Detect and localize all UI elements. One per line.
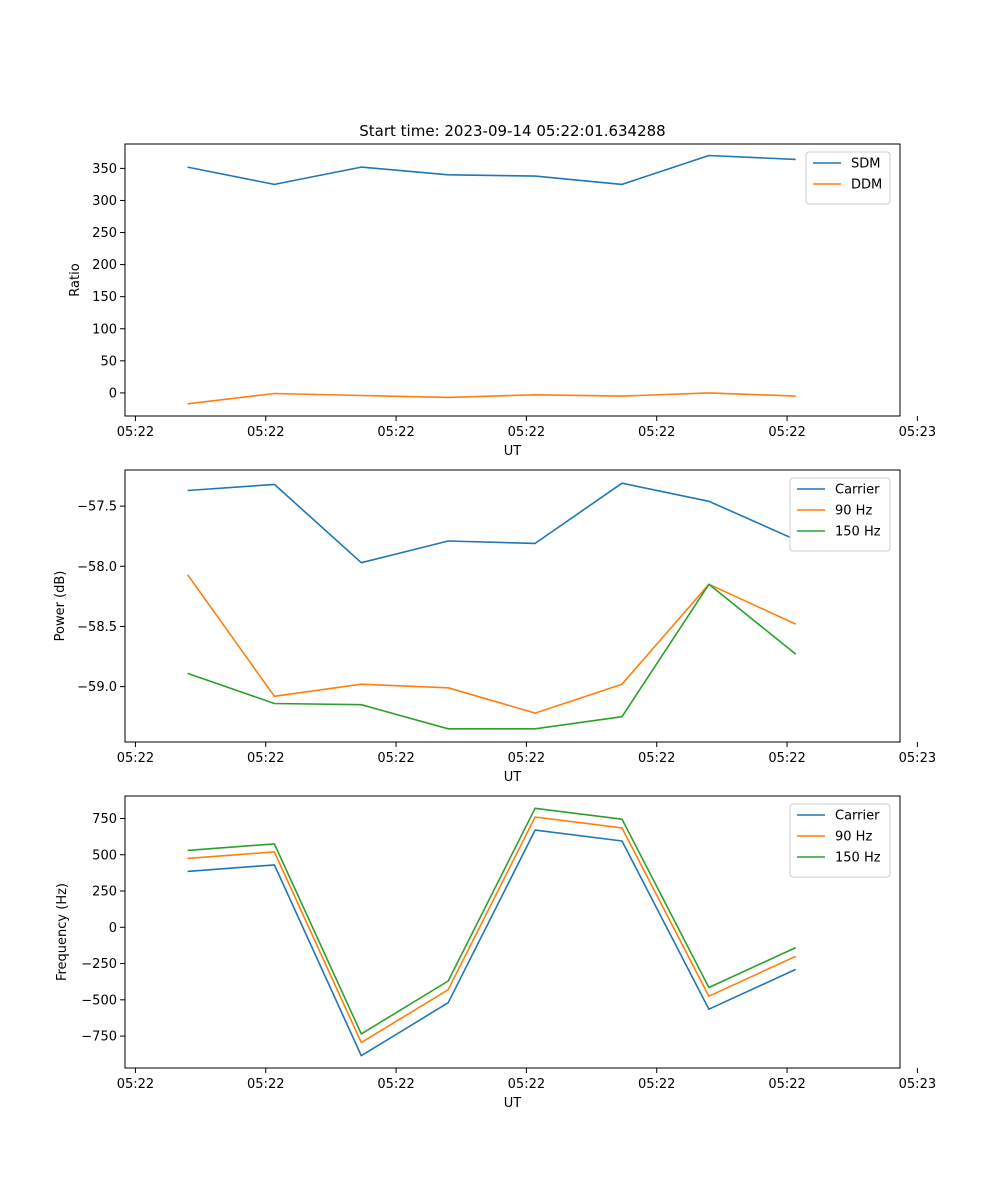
ratio-y-tick-label: 300 <box>92 194 117 209</box>
power-series-carrier <box>187 482 797 564</box>
frequency-panel: 05:22 05:22 05:22 05:22 05:22 05:22 05:23 −750… <box>55 795 936 1111</box>
frequency-x-tick-label: 05:22 <box>508 1077 545 1092</box>
frequency-series-carrier <box>187 829 797 1057</box>
frequency-y-tick-label: 250 <box>92 885 117 900</box>
ratio-plot-area <box>187 154 796 405</box>
ratio-y-tick-label: 0 <box>109 386 117 401</box>
frequency-x-tick-label: 05:22 <box>377 1077 414 1092</box>
frequency-y-tick-label: −500 <box>81 993 117 1008</box>
frequency-legend-label: 150 Hz <box>835 851 881 866</box>
power-series-90-hz <box>186 574 797 714</box>
frequency-legend-frame <box>789 803 891 878</box>
frequency-series-90-hz <box>187 816 797 1044</box>
ratio-x-tick-label: 05:22 <box>247 425 284 440</box>
frequency-y-axis-label: Frequency (Hz) <box>55 883 70 981</box>
ratio-x-axis-label: UT <box>504 444 522 459</box>
power-x-tick-label: 05:22 <box>638 751 675 766</box>
ratio-y-tick-label: 50 <box>100 354 117 369</box>
frequency-legend: Carrier 90 Hz 150 Hz <box>789 803 891 878</box>
ratio-y-ticks: 0 50 100 150 200 250 300 350 <box>92 162 125 401</box>
power-axes-frame <box>124 469 901 743</box>
ratio-series-sdm <box>187 154 796 186</box>
ratio-y-tick-label: 250 <box>92 226 117 241</box>
frequency-x-axis-label: UT <box>504 1096 522 1111</box>
frequency-plot-area <box>187 807 797 1057</box>
frequency-x-tick-label: 05:22 <box>247 1077 284 1092</box>
power-x-tick-label: 05:23 <box>899 751 936 766</box>
frequency-series-150-hz <box>187 807 797 1035</box>
frequency-y-tick-label: 750 <box>92 812 117 827</box>
power-x-axis-label: UT <box>504 770 522 785</box>
ratio-y-tick-label: 100 <box>92 322 117 337</box>
ratio-legend-label: SDM <box>851 157 880 172</box>
frequency-x-ticks: 05:22 05:22 05:22 05:22 05:22 05:22 05:23 <box>117 1068 936 1092</box>
ratio-x-tick-label: 05:22 <box>638 425 675 440</box>
power-panel: 05:22 05:22 05:22 05:22 05:22 05:22 05:23 −59.… <box>53 469 936 785</box>
power-x-tick-label: 05:22 <box>377 751 414 766</box>
ratio-legend-label: DDM <box>851 178 882 193</box>
power-x-tick-label: 05:22 <box>508 751 545 766</box>
chart-title: Start time: 2023-09-14 05:22:01.634288 <box>359 122 665 140</box>
power-x-ticks: 05:22 05:22 05:22 05:22 05:22 05:22 05:23 <box>117 742 936 766</box>
ratio-x-tick-label: 05:23 <box>899 425 936 440</box>
ratio-legend: SDM DDM <box>805 151 891 205</box>
power-x-tick-label: 05:22 <box>247 751 284 766</box>
frequency-y-tick-label: 500 <box>92 848 117 863</box>
frequency-x-tick-label: 05:22 <box>117 1077 154 1092</box>
frequency-y-ticks: −750 −500 −250 0 250 500 750 <box>81 812 125 1045</box>
ratio-y-tick-label: 350 <box>92 162 117 177</box>
power-y-axis-label: Power (dB) <box>53 571 68 642</box>
ratio-x-tick-label: 05:22 <box>508 425 545 440</box>
frequency-legend-label: Carrier <box>835 809 880 824</box>
ratio-x-tick-label: 05:22 <box>768 425 805 440</box>
power-y-tick-label: −58.0 <box>77 560 117 575</box>
power-plot-area <box>186 482 797 730</box>
power-y-tick-label: −57.5 <box>77 500 117 515</box>
ratio-y-axis-label: Ratio <box>68 263 83 296</box>
frequency-y-tick-label: −750 <box>81 1030 117 1045</box>
frequency-legend-label: 90 Hz <box>835 830 872 845</box>
ratio-series-ddm <box>187 392 796 405</box>
frequency-y-tick-label: −250 <box>81 957 117 972</box>
power-legend-label: 90 Hz <box>835 504 872 519</box>
frequency-y-tick-label: 0 <box>109 921 117 936</box>
power-legend-label: 150 Hz <box>835 525 881 540</box>
ratio-x-tick-label: 05:22 <box>117 425 154 440</box>
power-y-tick-label: −58.5 <box>77 620 117 635</box>
frequency-x-tick-label: 05:22 <box>768 1077 805 1092</box>
ratio-y-tick-label: 150 <box>92 290 117 305</box>
power-legend-label: Carrier <box>835 483 880 498</box>
ratio-panel: Start time: 2023-09-14 05:22:01.634288 0… <box>68 122 936 459</box>
power-y-ticks: −59.0 −58.5 −58.0 −57.5 <box>77 500 125 695</box>
ratio-y-tick-label: 200 <box>92 258 117 273</box>
ratio-legend-frame <box>805 151 891 205</box>
power-x-tick-label: 05:22 <box>768 751 805 766</box>
frequency-x-tick-label: 05:22 <box>638 1077 675 1092</box>
power-x-tick-label: 05:22 <box>117 751 154 766</box>
frequency-x-tick-label: 05:23 <box>899 1077 936 1092</box>
ratio-x-ticks: 05:22 05:22 05:22 05:22 05:22 05:22 05:23 <box>117 416 936 440</box>
power-legend: Carrier 90 Hz 150 Hz <box>789 477 891 552</box>
power-series-150-hz <box>187 583 797 730</box>
frequency-axes-frame <box>124 795 901 1069</box>
ratio-axes-frame <box>124 143 901 417</box>
ratio-x-tick-label: 05:22 <box>377 425 414 440</box>
power-y-tick-label: −59.0 <box>77 680 117 695</box>
power-legend-frame <box>789 477 891 552</box>
